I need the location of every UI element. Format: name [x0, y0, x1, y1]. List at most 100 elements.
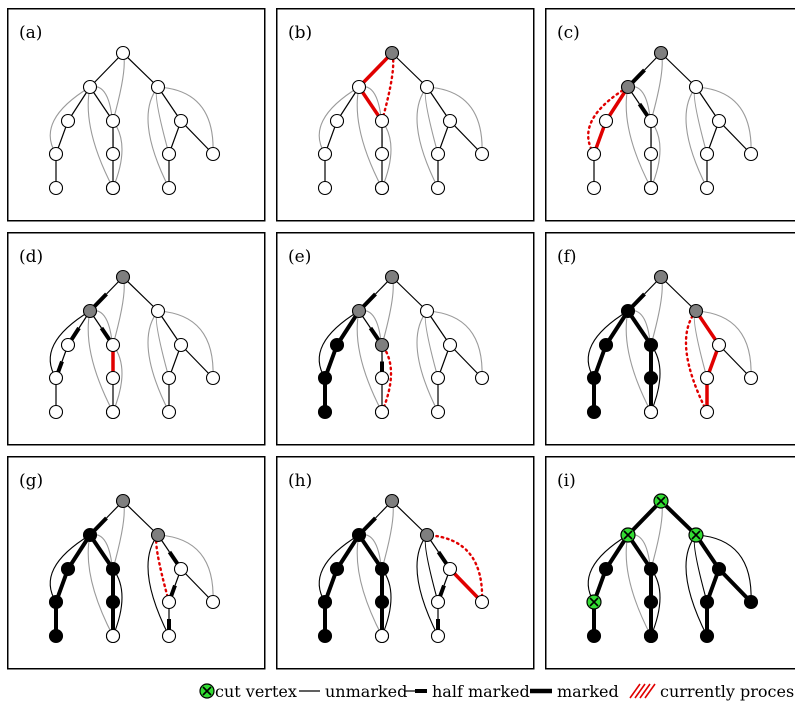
back-edge [87, 86, 114, 189]
panel-g: (g) [7, 456, 266, 670]
back-edge [318, 534, 360, 603]
legend-processed-hatch [634, 683, 646, 699]
graph-node [317, 404, 333, 420]
panel-d: (d) [7, 232, 266, 446]
panel-frame [545, 232, 795, 446]
graph-node [598, 113, 614, 129]
graph-node [430, 404, 446, 420]
tree-edge-unmarked [122, 52, 159, 88]
tree-edge-unmarked [391, 276, 428, 312]
panel-f: (f) [545, 232, 795, 446]
graph-node [699, 628, 715, 644]
graph-node [105, 594, 121, 610]
graph-node [586, 628, 602, 644]
back-edge [625, 534, 652, 637]
legend-processed-hatch [644, 683, 656, 699]
graph-node [105, 113, 121, 129]
panel-frame [276, 456, 535, 670]
graph-node [105, 146, 121, 162]
panel-label: (i) [557, 471, 576, 491]
panel-label: (f) [557, 247, 577, 267]
panel-frame [276, 232, 535, 446]
back-edge [157, 534, 214, 603]
legend-half-marked-label: half marked [432, 682, 530, 701]
graph-node [442, 113, 458, 129]
legend-unmarked-label: unmarked [325, 682, 407, 701]
panel-frame [545, 456, 795, 670]
back-edge [147, 534, 170, 637]
legend-cut-vertex-cross [202, 686, 212, 696]
graph-node [82, 303, 98, 319]
graph-node [419, 527, 435, 543]
graph-node [430, 594, 446, 610]
graph-node [474, 146, 490, 162]
graph-node [317, 180, 333, 196]
graph-node [60, 561, 76, 577]
graph-node [620, 79, 636, 95]
back-edge [416, 86, 439, 189]
tree-edge-marked [626, 499, 663, 537]
legend-processed-hatch [639, 683, 651, 699]
graph-node [643, 146, 659, 162]
tree-edge-marked [717, 567, 753, 604]
back-edge [87, 310, 114, 413]
graph-node [419, 79, 435, 95]
graph-node [643, 594, 659, 610]
graph-node [374, 337, 390, 353]
graph-node [711, 561, 727, 577]
graph-node [699, 370, 715, 386]
tree-edge-unmarked [122, 276, 159, 312]
graph-node [161, 628, 177, 644]
graph-node [105, 561, 121, 577]
graph-node [699, 594, 715, 610]
graph-node [173, 337, 189, 353]
graph-node [115, 269, 131, 285]
graph-node [82, 79, 98, 95]
tree-edge-unmarked [122, 500, 159, 536]
graph-node [643, 561, 659, 577]
graph-node [48, 594, 64, 610]
back-edge [587, 85, 630, 156]
back-edge [49, 310, 91, 379]
back-edge [49, 86, 91, 155]
panel-frame [276, 8, 535, 222]
panel-frame [7, 232, 266, 446]
panel-frame [545, 8, 795, 222]
graph-node [374, 370, 390, 386]
back-edge [356, 86, 383, 189]
graph-node [115, 493, 131, 509]
panel-b: (b) [276, 8, 535, 222]
panel-a: (a) [7, 8, 266, 222]
graph-node [205, 146, 221, 162]
back-edge [426, 310, 483, 379]
back-edge [157, 86, 214, 155]
panel-frame [7, 8, 266, 222]
graph-node [161, 594, 177, 610]
graph-node [598, 337, 614, 353]
graph-node [442, 337, 458, 353]
graph-node [351, 79, 367, 95]
panel-c: (c) [545, 8, 795, 222]
graph-node [48, 370, 64, 386]
panel-e: (e) [276, 232, 535, 446]
tree-edge-unmarked [391, 500, 428, 536]
back-edge [695, 310, 752, 379]
graph-node [643, 628, 659, 644]
legend-marked-label: marked [557, 682, 619, 701]
tree-edge-unmarked [449, 344, 483, 379]
graph-node [620, 303, 636, 319]
tree-edge-unmarked [718, 120, 752, 155]
graph-node [374, 113, 390, 129]
panel-label: (h) [288, 471, 312, 491]
panel-label: (e) [288, 247, 311, 267]
graph-node [60, 337, 76, 353]
panel-label: (a) [19, 23, 42, 43]
graph-node [205, 594, 221, 610]
tree-edge-unmarked [391, 52, 428, 88]
tree-edge-unmarked [180, 120, 214, 155]
graph-node [474, 370, 490, 386]
graph-node [105, 180, 121, 196]
graph-node [329, 561, 345, 577]
graph-node [653, 269, 669, 285]
graph-node [430, 370, 446, 386]
